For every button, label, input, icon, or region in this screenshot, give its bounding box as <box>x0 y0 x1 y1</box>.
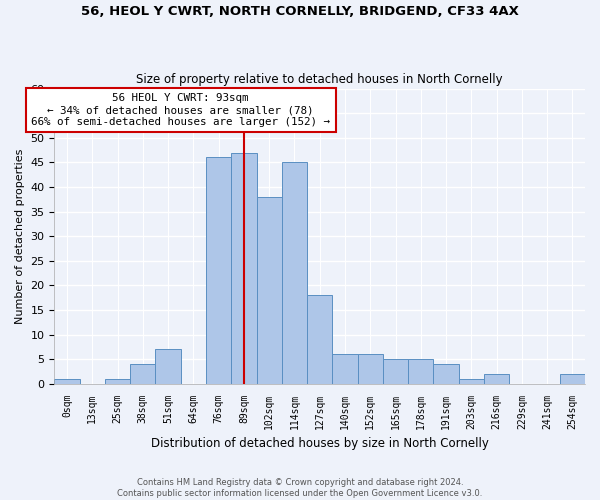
Bar <box>206 158 231 384</box>
Bar <box>155 350 181 384</box>
Bar <box>433 364 458 384</box>
Bar <box>231 152 257 384</box>
Bar <box>383 359 408 384</box>
Text: 56, HEOL Y CWRT, NORTH CORNELLY, BRIDGEND, CF33 4AX: 56, HEOL Y CWRT, NORTH CORNELLY, BRIDGEN… <box>81 5 519 18</box>
Bar <box>55 379 80 384</box>
Text: Contains HM Land Registry data © Crown copyright and database right 2024.
Contai: Contains HM Land Registry data © Crown c… <box>118 478 482 498</box>
Bar <box>307 295 332 384</box>
Bar <box>408 359 433 384</box>
Bar <box>282 162 307 384</box>
Bar <box>332 354 358 384</box>
Bar <box>358 354 383 384</box>
X-axis label: Distribution of detached houses by size in North Cornelly: Distribution of detached houses by size … <box>151 437 488 450</box>
Title: Size of property relative to detached houses in North Cornelly: Size of property relative to detached ho… <box>136 73 503 86</box>
Bar <box>560 374 585 384</box>
Text: 56 HEOL Y CWRT: 93sqm
← 34% of detached houses are smaller (78)
66% of semi-deta: 56 HEOL Y CWRT: 93sqm ← 34% of detached … <box>31 94 330 126</box>
Bar <box>105 379 130 384</box>
Bar <box>257 197 282 384</box>
Bar <box>458 379 484 384</box>
Bar <box>130 364 155 384</box>
Bar <box>484 374 509 384</box>
Y-axis label: Number of detached properties: Number of detached properties <box>15 148 25 324</box>
